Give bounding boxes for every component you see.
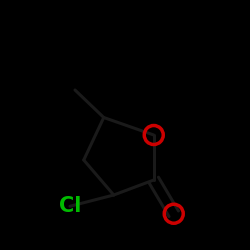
Text: Cl: Cl xyxy=(59,196,81,216)
